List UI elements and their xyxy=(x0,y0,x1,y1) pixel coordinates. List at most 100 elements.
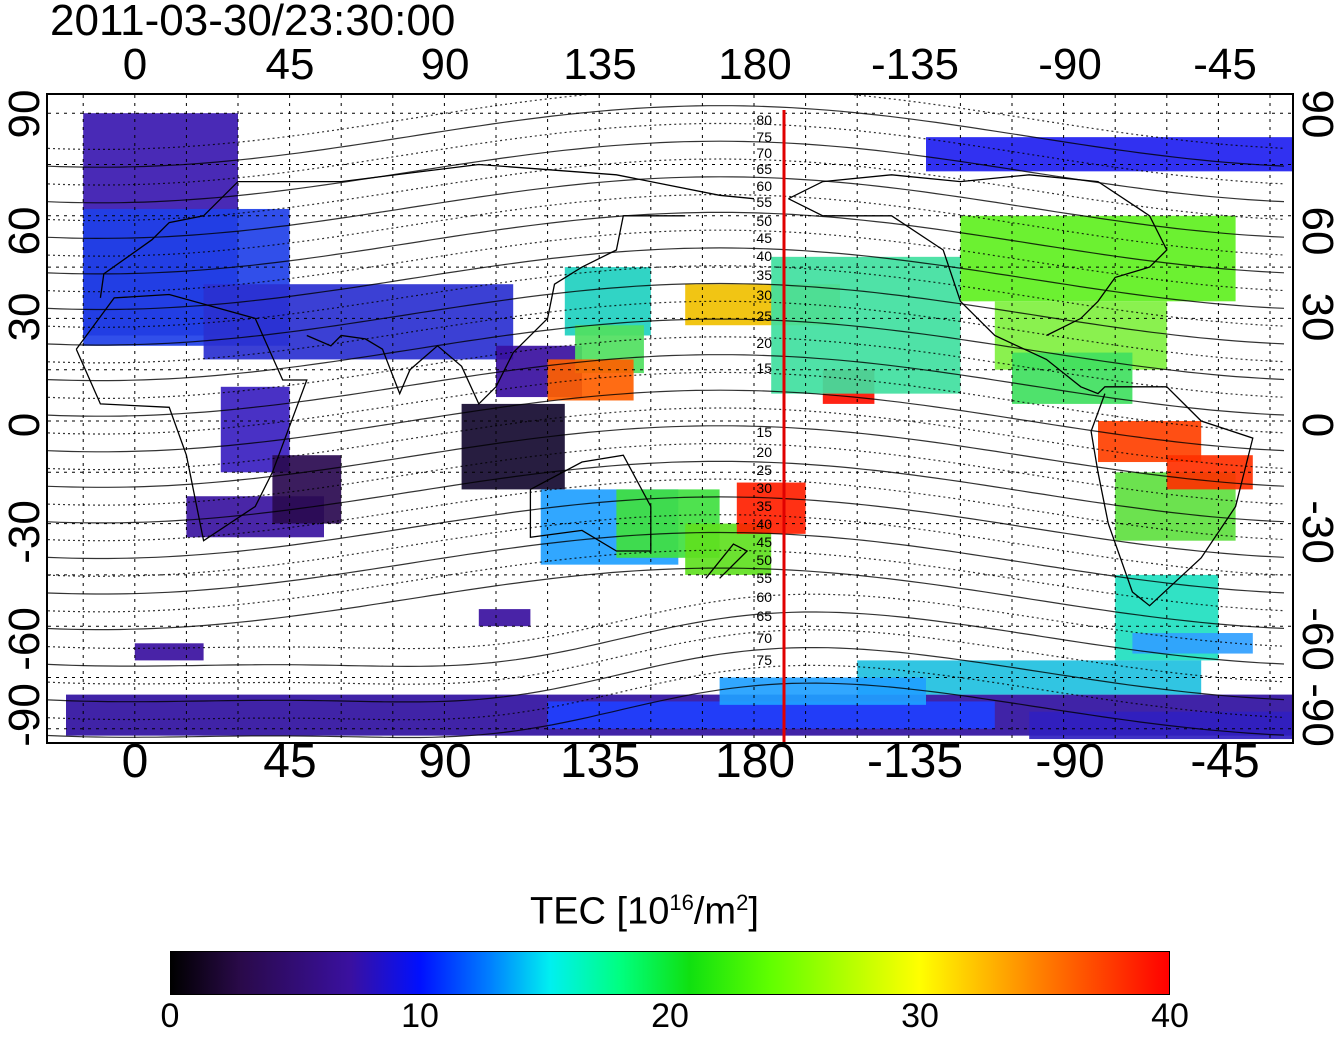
contour-18 xyxy=(48,354,1285,417)
contour-19 xyxy=(48,336,1285,399)
lon-top-label-5: -135 xyxy=(870,40,960,89)
colorbar-tick-1: 10 xyxy=(401,997,439,1035)
contour-9 xyxy=(48,514,1285,577)
contour-26 xyxy=(48,211,1285,275)
meridian-label-9: 35 xyxy=(756,267,772,283)
meridian-label-8: 40 xyxy=(756,248,772,264)
lon-top-label-1: 45 xyxy=(265,40,315,89)
timestamp: 2011-03-30/23:30:00 xyxy=(50,0,456,45)
tec-patch-30 xyxy=(1029,711,1292,740)
meridian-label-18: 35 xyxy=(756,498,772,514)
contour-22 xyxy=(48,282,1285,346)
lon-top-label-4: 180 xyxy=(718,40,792,89)
coastline-6 xyxy=(788,174,1168,337)
contour-33 xyxy=(48,95,1285,150)
contour-13 xyxy=(48,443,1285,506)
contour-10 xyxy=(48,496,1285,560)
tec-patch-29 xyxy=(719,677,926,705)
contour-11 xyxy=(48,478,1285,542)
meridian-label-3: 65 xyxy=(756,161,772,177)
meridian-label-7: 45 xyxy=(756,230,772,246)
meridian-label-13: 15 xyxy=(756,360,772,376)
lon-top-label-0: 0 xyxy=(122,40,148,89)
coastline-4 xyxy=(705,543,749,579)
colorbar-tick-0: 0 xyxy=(160,997,180,1035)
meridian-label-22: 55 xyxy=(756,570,772,586)
tec-patch-20 xyxy=(1012,352,1133,404)
contour-24 xyxy=(48,247,1285,311)
contour-20 xyxy=(48,318,1285,382)
tec-patch-27 xyxy=(547,701,995,729)
meridian-label-21: 50 xyxy=(756,552,772,568)
tec-patch-25 xyxy=(1132,633,1253,654)
meridian-label-5: 55 xyxy=(756,194,772,210)
tec-map: 80 75 70 65 60 55 50 45 40 35 30 25 20 15 15 20 25 30 35 40… xyxy=(46,93,1294,744)
contour-4 xyxy=(48,611,1285,668)
meridian-label-14: 15 xyxy=(756,424,772,440)
contour-1 xyxy=(48,664,1285,721)
meridian-label-12: 20 xyxy=(756,335,772,351)
meridian-label-24: 65 xyxy=(756,608,772,624)
contour-14 xyxy=(48,425,1285,488)
meridian-label-26: 75 xyxy=(756,652,772,668)
contour-29 xyxy=(48,158,1285,222)
colorbar-tick-3: 30 xyxy=(901,997,939,1035)
contour-2 xyxy=(48,647,1285,703)
contour-30 xyxy=(48,140,1285,204)
meridian-label-1: 75 xyxy=(756,129,772,145)
lon-top-label-2: 90 xyxy=(420,40,470,89)
meridian-label-16: 25 xyxy=(756,462,772,478)
meridian-label-2: 70 xyxy=(756,145,772,161)
contour-8 xyxy=(48,531,1285,595)
colorbar-tick-4: 40 xyxy=(1151,997,1189,1035)
tec-patch-18 xyxy=(960,215,1236,302)
colorbar xyxy=(170,951,1170,995)
meridian-label-6: 50 xyxy=(756,213,772,229)
meridian-labels: 8075706560555045403530252015152025303540… xyxy=(756,112,772,668)
meridian-label-10: 30 xyxy=(756,287,772,303)
meridian-label-25: 70 xyxy=(756,630,772,646)
contour-23 xyxy=(48,265,1285,328)
contour-27 xyxy=(48,194,1285,257)
contour-5 xyxy=(48,593,1285,650)
contour-21 xyxy=(48,300,1285,364)
lon-top-label-6: -90 xyxy=(1038,40,1102,89)
meridian-label-20: 45 xyxy=(756,534,772,550)
coastline-2 xyxy=(306,215,686,406)
meridian-label-15: 20 xyxy=(756,444,772,460)
contour-25 xyxy=(48,229,1285,293)
contour-15 xyxy=(48,407,1285,471)
tec-patch-14 xyxy=(736,482,806,534)
contour-0 xyxy=(48,682,1285,739)
meridian-label-11: 25 xyxy=(756,308,772,324)
tec-data-layer xyxy=(66,113,1292,740)
tec-patch-5 xyxy=(272,455,342,524)
contour-32 xyxy=(48,105,1285,168)
magnetic-latitude-contours xyxy=(48,95,1285,739)
tec-patch-33 xyxy=(478,609,531,627)
lon-top-label-7: -45 xyxy=(1193,40,1257,89)
contour-6 xyxy=(48,567,1285,631)
meridian-label-23: 60 xyxy=(756,589,772,605)
lat-left-label-6: -90 xyxy=(0,683,49,747)
tec-patch-32 xyxy=(134,643,204,661)
contour-12 xyxy=(48,460,1285,524)
tec-patch-31 xyxy=(926,137,1292,172)
contour-16 xyxy=(48,389,1285,453)
meridian-label-19: 40 xyxy=(756,516,772,532)
coastline-0 xyxy=(99,163,755,298)
contour-17 xyxy=(48,371,1285,435)
meridian-label-0: 80 xyxy=(756,112,772,128)
tec-map-plot: 8075706560555045403530252015152025303540… xyxy=(48,95,1292,742)
tec-patch-17 xyxy=(771,256,961,394)
lat-right-label-6: -90 xyxy=(1293,683,1340,747)
contour-7 xyxy=(48,549,1285,613)
contour-28 xyxy=(48,176,1285,240)
contour-3 xyxy=(48,629,1285,685)
colorbar-title: TEC [1016/m2] xyxy=(530,890,759,933)
tec-patch-8 xyxy=(564,267,651,336)
meridian-label-4: 60 xyxy=(756,178,772,194)
contour-31 xyxy=(48,122,1285,186)
meridian-label-17: 30 xyxy=(756,480,772,496)
lon-top-label-3: 135 xyxy=(563,40,637,89)
